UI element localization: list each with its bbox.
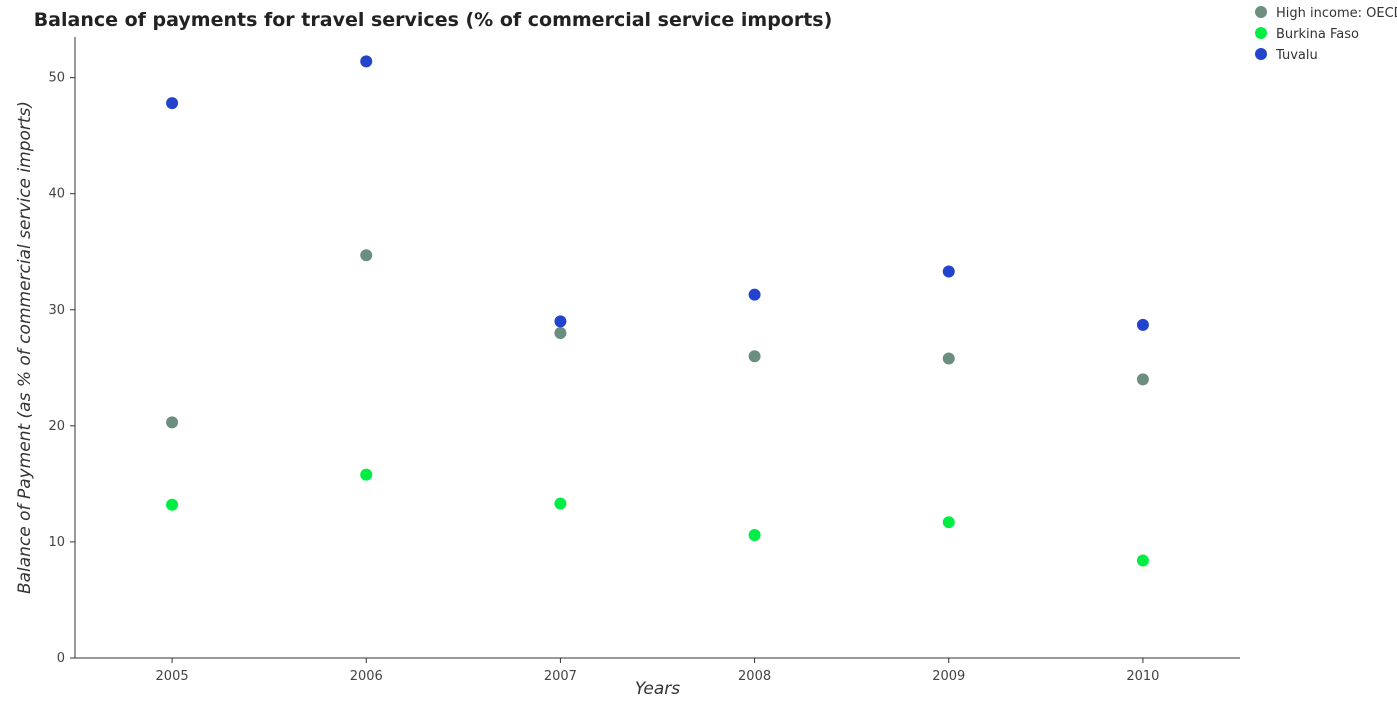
x-tick-label: 2008: [738, 669, 771, 684]
data-point: [1137, 319, 1149, 331]
y-tick-label: 30: [48, 303, 65, 318]
legend-marker: [1255, 6, 1267, 18]
data-point: [1137, 373, 1149, 385]
data-point: [749, 289, 761, 301]
y-tick-label: 20: [48, 419, 65, 434]
legend-marker: [1255, 48, 1267, 60]
legend-label: High income: OECD: [1276, 6, 1397, 21]
data-point: [554, 327, 566, 339]
legend-label: Tuvalu: [1275, 48, 1318, 63]
x-tick-label: 2006: [350, 669, 383, 684]
y-tick-label: 10: [48, 535, 65, 550]
data-point: [943, 265, 955, 277]
y-tick-label: 0: [57, 651, 65, 666]
data-point: [360, 249, 372, 261]
data-point: [554, 315, 566, 327]
data-point: [360, 469, 372, 481]
legend-marker: [1255, 27, 1267, 39]
legend-item: High income: OECD: [1255, 6, 1397, 21]
data-point: [943, 516, 955, 528]
data-point: [749, 529, 761, 541]
data-point: [360, 55, 372, 67]
y-tick-label: 50: [48, 71, 65, 86]
data-point: [166, 499, 178, 511]
y-axis-title: Balance of Payment (as % of commercial s…: [15, 101, 35, 594]
x-tick-label: 2009: [932, 669, 965, 684]
x-tick-label: 2005: [156, 669, 189, 684]
x-tick-label: 2007: [544, 669, 577, 684]
data-point: [166, 416, 178, 428]
x-axis-title: Years: [635, 679, 680, 699]
data-point: [1137, 554, 1149, 566]
data-point: [166, 97, 178, 109]
data-point: [749, 350, 761, 362]
legend-label: Burkina Faso: [1276, 27, 1359, 42]
data-point: [943, 353, 955, 365]
x-tick-label: 2010: [1126, 669, 1159, 684]
chart-title: Balance of payments for travel services …: [34, 9, 833, 31]
data-point: [554, 498, 566, 510]
y-tick-label: 40: [48, 187, 65, 202]
